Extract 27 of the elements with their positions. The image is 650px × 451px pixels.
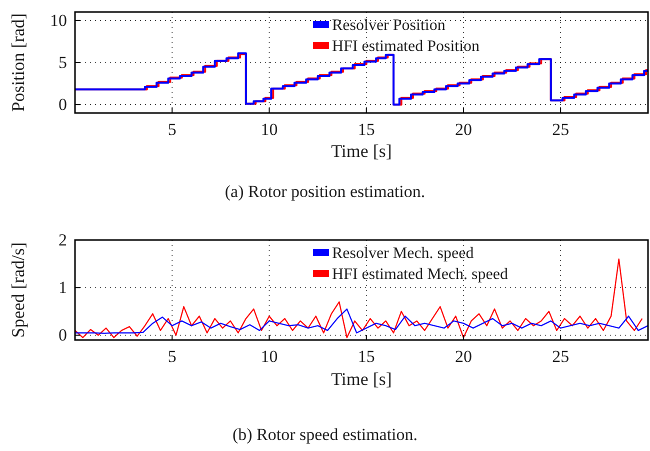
x-tick-label: 10	[260, 347, 278, 366]
x-tick-label: 20	[454, 120, 472, 140]
text: (a) Rotor position estimation.	[224, 182, 426, 201]
x-tick-label: 20	[454, 347, 472, 366]
legend-label: HFI estimated Position	[332, 38, 480, 55]
x-tick-label: 25	[552, 347, 570, 366]
x-tick-label: 15	[358, 347, 375, 366]
y-tick-label: 1	[58, 278, 67, 298]
x-tick-label: 5	[168, 120, 176, 140]
x-tick-label: 10	[260, 120, 278, 140]
y-tick-label: 0	[58, 95, 67, 114]
legend-label: HFI estimated Mech. speed	[332, 266, 508, 283]
x-tick-label: 5	[168, 347, 176, 366]
y-tick-label: 10	[50, 10, 67, 30]
line-series	[75, 308, 648, 334]
y-tick-label: 0	[58, 326, 67, 345]
y-axis-title: Position [rad]	[8, 13, 28, 112]
x-axis-title: Time [s]	[331, 141, 392, 161]
legend-label: Resolver Position	[332, 17, 446, 34]
y-axis-title: Speed [rad/s]	[8, 242, 28, 338]
x-tick-label: 15	[358, 120, 375, 140]
text: (b) Rotor speed estimation.	[232, 425, 418, 444]
legend-label: Resolver Mech. speed	[332, 245, 474, 262]
x-tick-label: 25	[552, 120, 570, 140]
y-tick-label: 5	[58, 52, 67, 72]
y-tick-label: 2	[58, 230, 67, 250]
x-axis-title: Time [s]	[331, 369, 392, 389]
